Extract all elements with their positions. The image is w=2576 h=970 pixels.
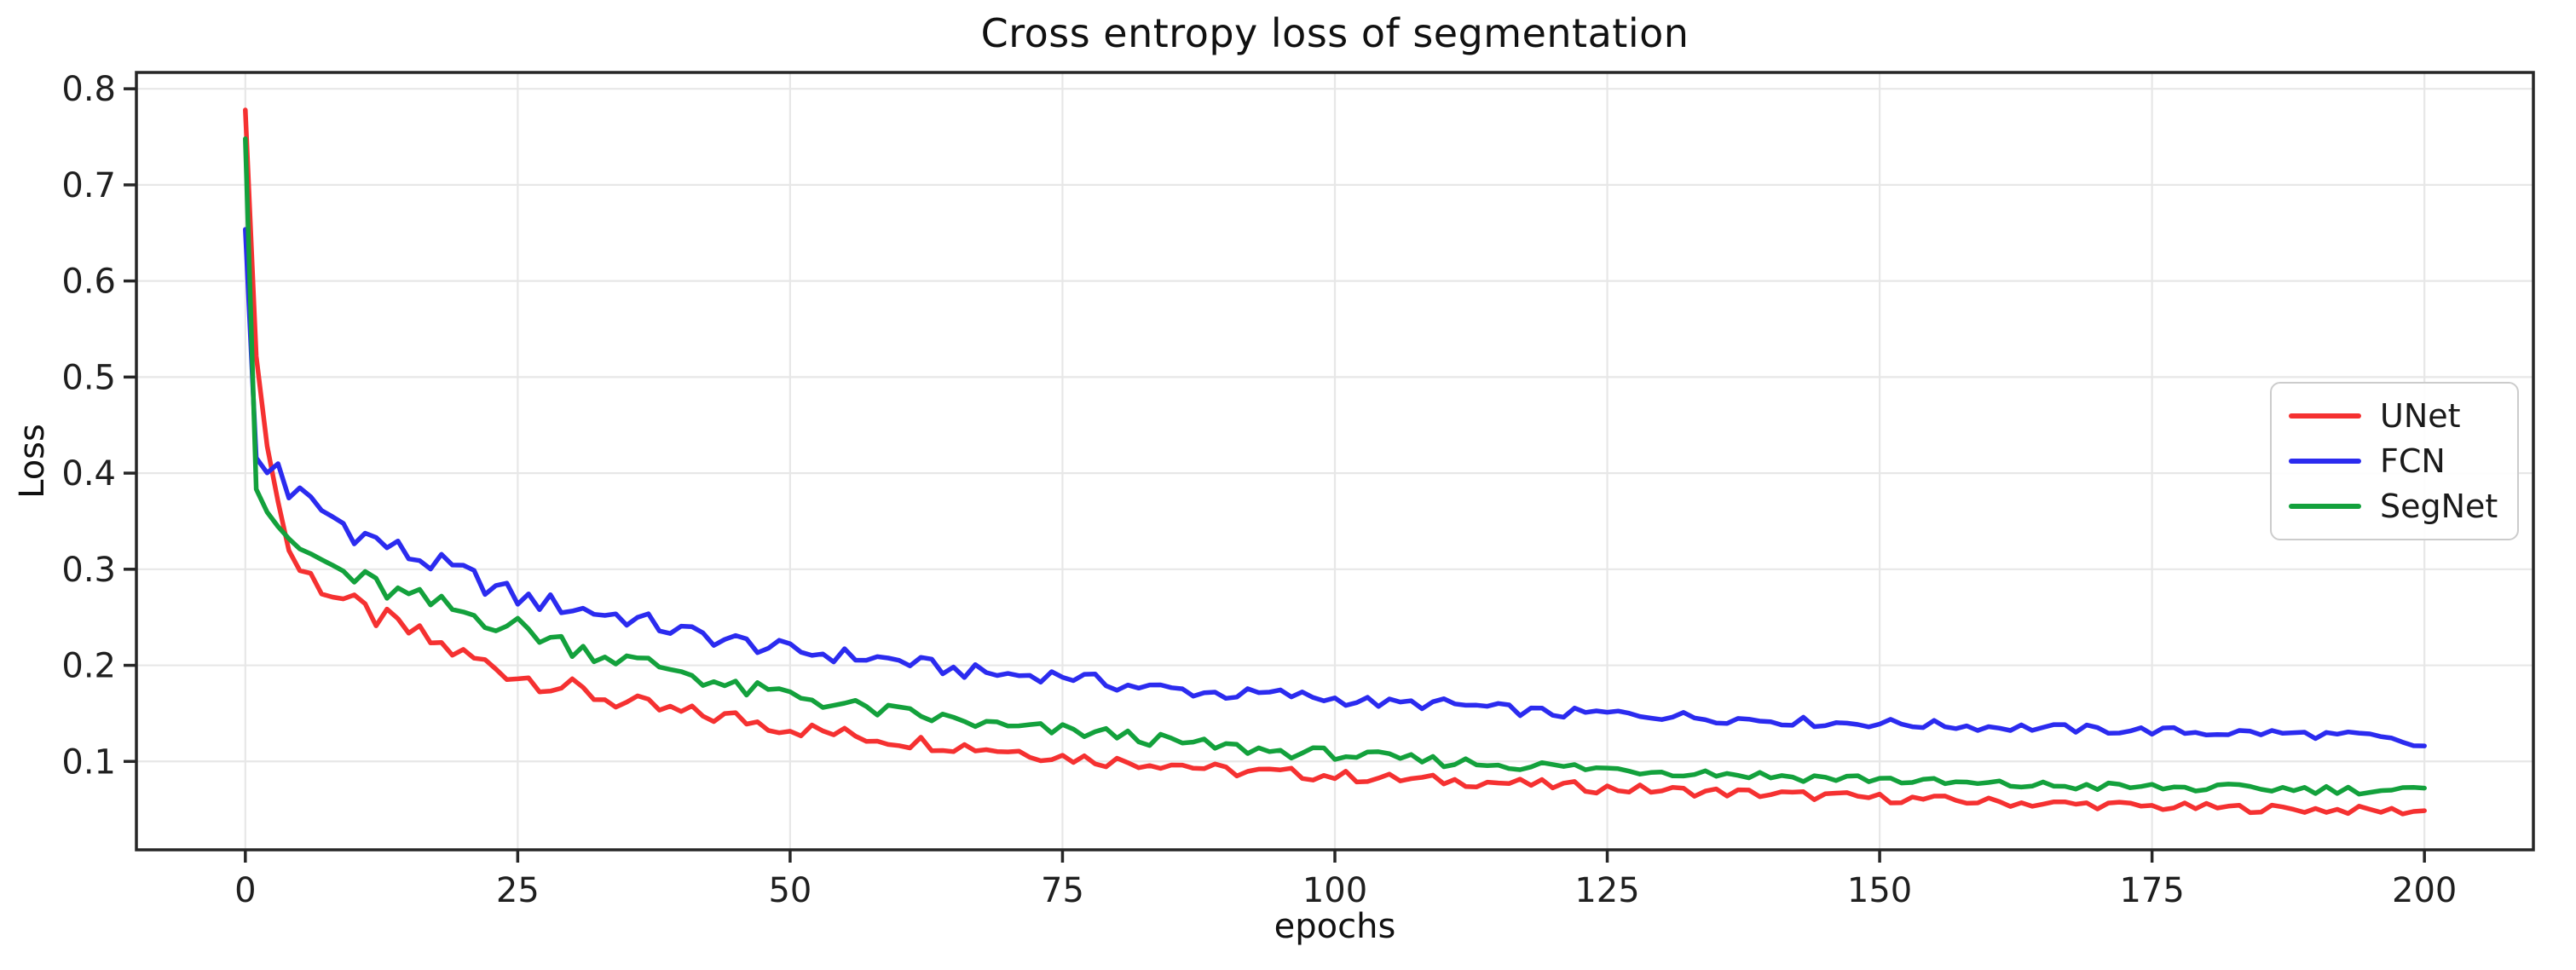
y-tick-label: 0.3: [61, 551, 116, 590]
y-tick-label: 0.1: [61, 742, 116, 782]
x-tick-label: 100: [1302, 871, 1367, 910]
segnet-line-swatch-icon: [2289, 504, 2361, 509]
series-line-unet: [243, 107, 2427, 817]
legend-item-fcn: FCN: [2289, 445, 2500, 477]
series-line-fcn: [243, 227, 2427, 748]
unet-line-swatch-icon: [2289, 413, 2361, 419]
x-tick-label: 25: [496, 871, 540, 910]
legend-item-unet: UNet: [2289, 400, 2500, 432]
x-tick-label: 0: [234, 871, 256, 910]
x-tick-label: 150: [1847, 871, 1912, 910]
y-tick-label: 0.4: [61, 454, 116, 494]
series-line-segnet: [243, 136, 2427, 797]
y-axis-label: Loss: [13, 424, 52, 499]
x-tick-label: 200: [2392, 871, 2457, 910]
x-tick-label: 125: [1574, 871, 1639, 910]
legend-item-segnet: SegNet: [2289, 490, 2500, 523]
legend-label: SegNet: [2380, 488, 2498, 525]
x-tick-label: 75: [1041, 871, 1084, 910]
legend-label: FCN: [2380, 442, 2446, 480]
y-tick-label: 0.2: [61, 647, 116, 686]
x-tick-label: 50: [768, 871, 811, 910]
legend: UNet FCN SegNet: [2270, 382, 2519, 540]
y-tick-label: 0.8: [61, 70, 116, 109]
y-tick-label: 0.7: [61, 166, 116, 205]
chart-title: Cross entropy loss of segmentation: [980, 10, 1689, 56]
fcn-line-swatch-icon: [2289, 459, 2361, 464]
x-tick-label: 175: [2119, 871, 2184, 910]
y-tick-label: 0.5: [61, 358, 116, 397]
y-tick-label: 0.6: [61, 263, 116, 302]
legend-label: UNet: [2380, 397, 2461, 435]
x-axis-label: epochs: [1274, 907, 1396, 946]
